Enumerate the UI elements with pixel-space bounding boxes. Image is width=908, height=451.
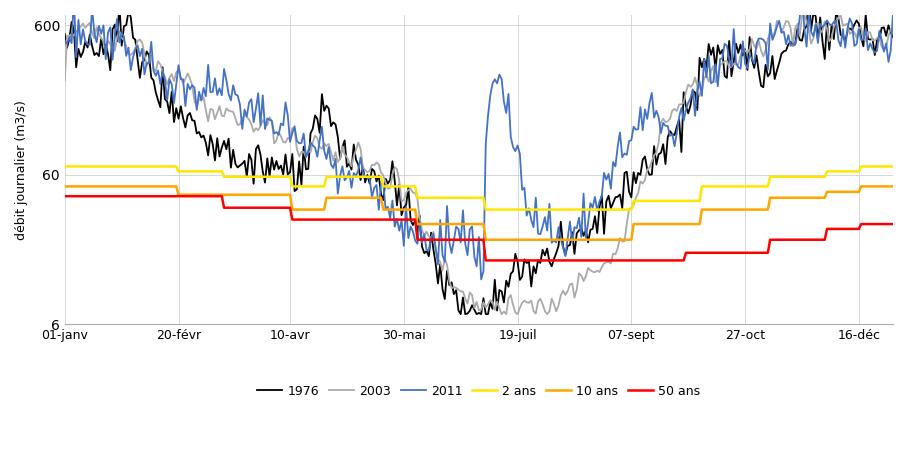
2003 <box>234 122 245 127</box>
Y-axis label: débit journalier (m3/s): débit journalier (m3/s) <box>15 100 28 239</box>
Line: 10 ans: 10 ans <box>64 186 893 240</box>
2003 <box>394 178 405 184</box>
2011 <box>772 24 783 29</box>
1976 <box>234 163 245 168</box>
Line: 2 ans: 2 ans <box>64 166 893 210</box>
50 ans <box>394 217 405 222</box>
50 ans <box>887 221 898 227</box>
2 ans <box>59 164 70 169</box>
2011 <box>854 27 864 32</box>
2011 <box>887 10 898 16</box>
10 ans <box>480 237 491 243</box>
10 ans <box>772 195 783 200</box>
2 ans <box>887 164 898 169</box>
Line: 2011: 2011 <box>64 0 893 279</box>
2011 <box>234 102 245 107</box>
1976 <box>455 311 466 317</box>
2 ans <box>480 207 491 212</box>
50 ans <box>390 217 400 222</box>
1976 <box>854 21 864 27</box>
2003 <box>799 12 810 17</box>
2003 <box>496 311 507 317</box>
10 ans <box>390 207 400 212</box>
2 ans <box>287 184 298 189</box>
2 ans <box>234 174 245 179</box>
50 ans <box>234 205 245 211</box>
10 ans <box>234 192 245 198</box>
2 ans <box>394 184 405 189</box>
50 ans <box>851 226 862 232</box>
2011 <box>390 224 400 229</box>
2011 <box>59 38 70 44</box>
10 ans <box>287 207 298 212</box>
50 ans <box>480 258 491 263</box>
2003 <box>772 18 783 23</box>
10 ans <box>887 184 898 189</box>
Line: 2003: 2003 <box>64 14 893 314</box>
2 ans <box>772 174 783 179</box>
2011 <box>287 130 298 136</box>
1976 <box>287 151 298 156</box>
2 ans <box>851 169 862 174</box>
Line: 50 ans: 50 ans <box>64 196 893 260</box>
1976 <box>887 34 898 40</box>
1976 <box>394 182 405 187</box>
10 ans <box>394 207 405 212</box>
10 ans <box>59 184 70 189</box>
2003 <box>59 78 70 83</box>
2003 <box>287 125 298 131</box>
2003 <box>887 30 898 35</box>
2011 <box>476 276 487 282</box>
50 ans <box>772 237 783 243</box>
10 ans <box>851 189 862 194</box>
Line: 1976: 1976 <box>64 0 893 314</box>
2003 <box>390 165 400 170</box>
1976 <box>772 68 783 73</box>
50 ans <box>287 217 298 222</box>
50 ans <box>59 193 70 199</box>
2 ans <box>390 184 400 189</box>
1976 <box>59 32 70 37</box>
1976 <box>390 178 400 184</box>
Legend: 1976, 2003, 2011, 2 ans, 10 ans, 50 ans: 1976, 2003, 2011, 2 ans, 10 ans, 50 ans <box>252 380 706 403</box>
2011 <box>394 228 405 234</box>
2003 <box>854 25 864 31</box>
